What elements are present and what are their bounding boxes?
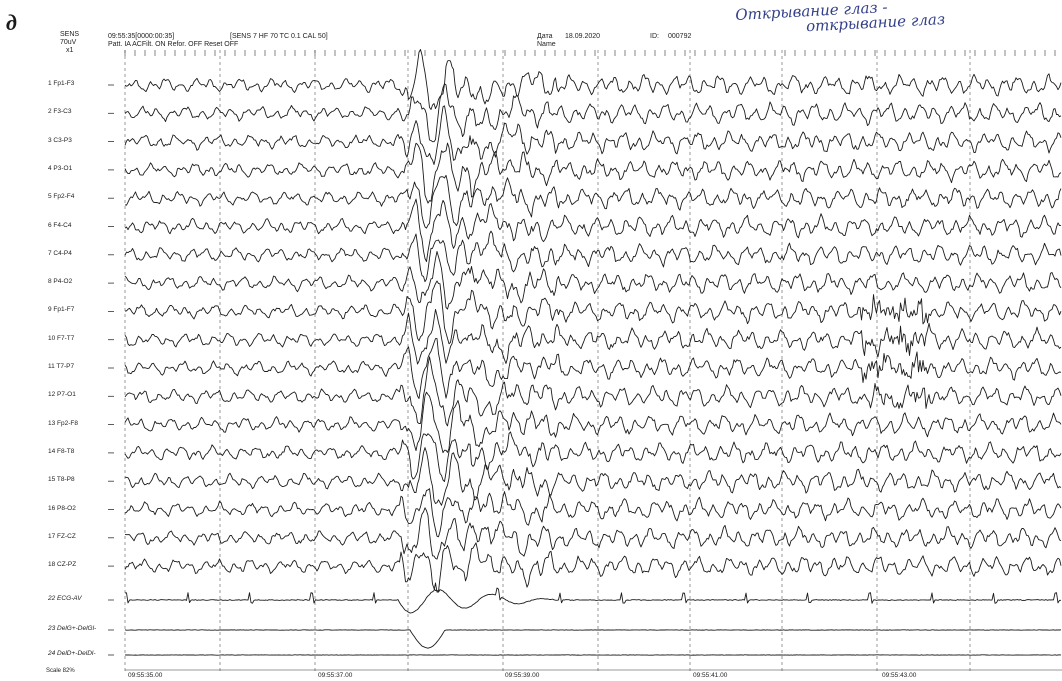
channel-label: 4 P3-O1 xyxy=(48,164,73,172)
sens-multiplier: x1 xyxy=(66,47,74,54)
channel-label: 9 Fp1-F7 xyxy=(48,306,75,314)
channel-label: 24 DelD+-DelDl- xyxy=(48,650,96,657)
eeg-trace xyxy=(124,582,1061,614)
time-ruler xyxy=(124,50,1056,56)
channel-label: 13 Fp2-F8 xyxy=(48,419,78,427)
channel-label: 1 Fp1-F3 xyxy=(48,80,75,87)
time-mark-label: 09:55:43.00 xyxy=(882,672,917,679)
scale-label: Scale 82% xyxy=(46,668,75,674)
eeg-trace xyxy=(124,431,1062,482)
time-mark-label: 09:55:37.00 xyxy=(318,672,353,679)
id-value: 000792 xyxy=(668,33,692,40)
channel-label: 23 DelG+-DelGl- xyxy=(48,625,97,632)
date-label: Дата xyxy=(537,33,553,40)
name-label: Name xyxy=(537,41,556,48)
sens-value: 70uV xyxy=(60,39,77,46)
eeg-trace xyxy=(124,230,1062,283)
channel-label: 3 C3-P3 xyxy=(48,136,72,144)
eeg-trace xyxy=(124,198,1062,263)
channel-label: 16 P8-O2 xyxy=(48,504,76,512)
eeg-trace xyxy=(124,174,1062,229)
time-mark-label: 09:55:41.00 xyxy=(693,672,728,679)
figure-letter: д xyxy=(6,10,17,35)
eeg-trace xyxy=(124,142,1062,204)
eeg-trace xyxy=(124,542,1062,593)
channel-label: 8 P4-O2 xyxy=(48,278,73,286)
channel-label: 18 CZ-PZ xyxy=(48,561,77,569)
time-counter: 09:55:35[0000:00:35] xyxy=(108,33,175,40)
id-label: ID: xyxy=(650,33,659,40)
eeg-trace xyxy=(124,447,1062,506)
channel-label: 11 T7-P7 xyxy=(48,363,75,370)
eeg-trace xyxy=(124,308,1062,365)
filter-settings: Patt. IA ACFilt. ON Refor. OFF Reset OFF xyxy=(108,41,239,48)
channel-label: 7 C4-P4 xyxy=(48,249,72,257)
eeg-trace xyxy=(124,280,1062,345)
channel-label: 22 ECG-AV xyxy=(48,595,82,602)
time-mark-label: 09:55:39.00 xyxy=(505,672,540,679)
channel-label: 17 FZ-CZ xyxy=(48,532,76,540)
eeg-trace xyxy=(124,251,1062,310)
channel-label: 15 T8-P8 xyxy=(48,476,75,484)
eeg-trace xyxy=(124,488,1062,538)
time-mark-label: 09:55:35.00 xyxy=(128,672,163,679)
eeg-trace xyxy=(124,356,1062,427)
channel-label: 14 F8-T8 xyxy=(48,447,75,455)
eeg-trace xyxy=(124,507,1062,560)
eeg-trace xyxy=(124,629,1062,649)
eeg-trace xyxy=(124,338,1062,399)
eeg-trace xyxy=(124,105,1062,165)
sens-label: SENS xyxy=(60,31,80,38)
channel-label: 5 Fp2-F4 xyxy=(48,193,75,201)
channel-label: 12 P7-O1 xyxy=(48,391,76,399)
channel-label: 2 F3-C3 xyxy=(48,108,72,116)
channel-label: 10 F7-T7 xyxy=(48,334,75,342)
date-value: 18.09.2020 xyxy=(565,33,601,40)
eeg-trace xyxy=(124,83,1062,143)
channel-label: 6 F4-C4 xyxy=(48,221,72,229)
recording-params: [SENS 7 HF 70 TC 0.1 CAL 50] xyxy=(230,33,328,40)
eeg-trace xyxy=(124,391,1062,454)
eeg-trace xyxy=(124,49,1062,110)
